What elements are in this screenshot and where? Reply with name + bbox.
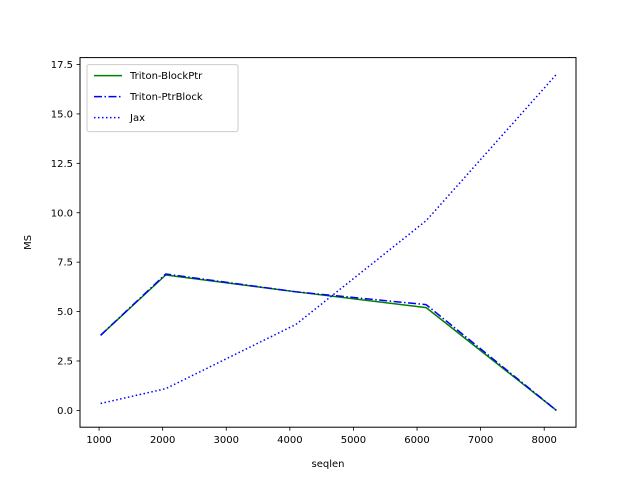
y-tick-label: 7.5 [57,258,73,269]
x-tick-label: 2000 [150,435,175,446]
y-axis: 0.0 2.5 5.0 7.5 10.0 12.5 15.0 17.5 [51,60,80,417]
x-tick-label: 6000 [404,435,429,446]
y-tick-label: 0.0 [57,406,73,417]
x-axis-label: seqlen [312,459,345,470]
legend-label: Triton-PtrBlock [129,92,203,103]
y-axis-label: MS [23,235,34,250]
x-tick-label: 1000 [86,435,111,446]
x-tick-label: 4000 [277,435,302,446]
x-axis: 1000 2000 3000 4000 5000 6000 7000 8000 [86,427,557,446]
legend: Triton-BlockPtr Triton-PtrBlock Jax [86,64,239,133]
legend-label: Triton-BlockPtr [129,71,203,82]
x-tick-label: 7000 [468,435,493,446]
y-tick-label: 15.0 [51,109,73,120]
y-tick-label: 2.5 [57,356,73,367]
series-line-jax [100,73,557,405]
y-tick-label: 10.0 [51,208,73,219]
legend-box [86,64,239,133]
x-tick-label: 3000 [214,435,239,446]
series-layer [100,73,557,411]
series-line-triton-ptrblock [100,273,557,411]
y-tick-label: 17.5 [51,60,73,71]
x-tick-label: 8000 [531,435,556,446]
legend-label: Jax [129,113,145,124]
x-tick-label: 5000 [341,435,366,446]
y-tick-label: 12.5 [51,159,73,170]
plot-frame [79,57,577,428]
y-tick-label: 5.0 [57,307,73,318]
